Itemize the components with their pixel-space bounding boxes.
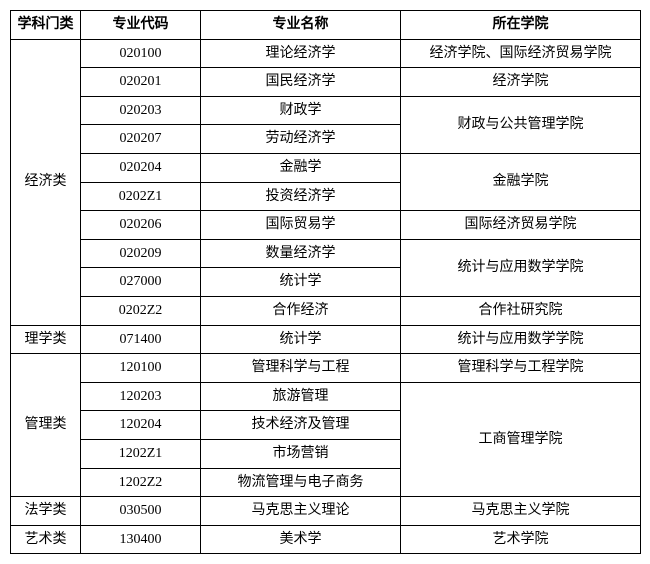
header-name: 专业名称 [201,11,401,40]
cell-name: 国际贸易学 [201,211,401,240]
cell-name: 数量经济学 [201,239,401,268]
cell-code: 1202Z1 [81,439,201,468]
cell-college: 统计与应用数学学院 [401,239,641,296]
table-row: 020201国民经济学经济学院 [11,68,641,97]
cell-code: 0202Z1 [81,182,201,211]
majors-table: 学科门类 专业代码 专业名称 所在学院 经济类020100理论经济学经济学院、国… [10,10,641,554]
cell-college: 经济学院、国际经济贸易学院 [401,39,641,68]
cell-name: 统计学 [201,325,401,354]
cell-code: 0202Z2 [81,296,201,325]
cell-name: 理论经济学 [201,39,401,68]
cell-code: 030500 [81,497,201,526]
table-row: 理学类071400统计学统计与应用数学学院 [11,325,641,354]
cell-name: 技术经济及管理 [201,411,401,440]
cell-college: 管理科学与工程学院 [401,354,641,383]
cell-name: 投资经济学 [201,182,401,211]
cell-name: 财政学 [201,96,401,125]
cell-name: 合作经济 [201,296,401,325]
cell-name: 统计学 [201,268,401,297]
table-row: 管理类120100管理科学与工程管理科学与工程学院 [11,354,641,383]
cell-name: 管理科学与工程 [201,354,401,383]
cell-name: 市场营销 [201,439,401,468]
cell-code: 020206 [81,211,201,240]
header-code: 专业代码 [81,11,201,40]
table-body: 经济类020100理论经济学经济学院、国际经济贸易学院020201国民经济学经济… [11,39,641,554]
cell-code: 120203 [81,382,201,411]
cell-name: 国民经济学 [201,68,401,97]
cell-code: 020204 [81,153,201,182]
table-row: 020209数量经济学统计与应用数学学院 [11,239,641,268]
cell-name: 金融学 [201,153,401,182]
cell-college: 经济学院 [401,68,641,97]
cell-category: 法学类 [11,497,81,526]
cell-code: 1202Z2 [81,468,201,497]
cell-category: 管理类 [11,354,81,497]
cell-code: 027000 [81,268,201,297]
cell-code: 071400 [81,325,201,354]
cell-code: 130400 [81,525,201,554]
cell-college: 金融学院 [401,153,641,210]
cell-code: 120204 [81,411,201,440]
cell-college: 国际经济贸易学院 [401,211,641,240]
table-row: 020206国际贸易学国际经济贸易学院 [11,211,641,240]
table-row: 020203财政学财政与公共管理学院 [11,96,641,125]
cell-code: 020100 [81,39,201,68]
cell-code: 120100 [81,354,201,383]
cell-college: 艺术学院 [401,525,641,554]
header-row: 学科门类 专业代码 专业名称 所在学院 [11,11,641,40]
cell-category: 经济类 [11,39,81,325]
table-row: 020204金融学金融学院 [11,153,641,182]
cell-category: 艺术类 [11,525,81,554]
cell-code: 020209 [81,239,201,268]
table-row: 法学类030500马克思主义理论马克思主义学院 [11,497,641,526]
cell-college: 工商管理学院 [401,382,641,496]
header-college: 所在学院 [401,11,641,40]
table-row: 经济类020100理论经济学经济学院、国际经济贸易学院 [11,39,641,68]
header-category: 学科门类 [11,11,81,40]
cell-code: 020207 [81,125,201,154]
cell-college: 马克思主义学院 [401,497,641,526]
cell-code: 020201 [81,68,201,97]
table-row: 0202Z2合作经济合作社研究院 [11,296,641,325]
table-row: 120203旅游管理工商管理学院 [11,382,641,411]
cell-name: 马克思主义理论 [201,497,401,526]
cell-code: 020203 [81,96,201,125]
cell-name: 旅游管理 [201,382,401,411]
cell-category: 理学类 [11,325,81,354]
cell-name: 劳动经济学 [201,125,401,154]
cell-college: 统计与应用数学学院 [401,325,641,354]
cell-name: 物流管理与电子商务 [201,468,401,497]
cell-college: 合作社研究院 [401,296,641,325]
table-row: 艺术类130400美术学艺术学院 [11,525,641,554]
cell-name: 美术学 [201,525,401,554]
cell-college: 财政与公共管理学院 [401,96,641,153]
